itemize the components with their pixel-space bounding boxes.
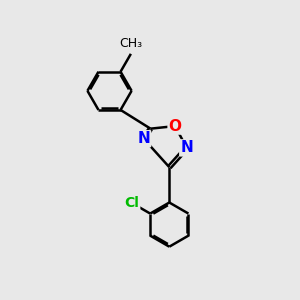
- Text: Cl: Cl: [124, 196, 139, 210]
- Text: N: N: [137, 131, 150, 146]
- Text: CH₃: CH₃: [119, 37, 142, 50]
- Text: O: O: [169, 118, 182, 134]
- Text: N: N: [180, 140, 193, 155]
